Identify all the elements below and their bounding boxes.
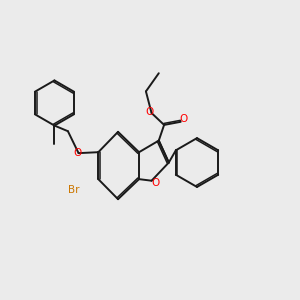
Text: Br: Br xyxy=(68,185,80,195)
Text: O: O xyxy=(145,107,154,117)
Text: O: O xyxy=(73,148,81,158)
Text: O: O xyxy=(180,114,188,124)
Text: O: O xyxy=(152,178,160,188)
